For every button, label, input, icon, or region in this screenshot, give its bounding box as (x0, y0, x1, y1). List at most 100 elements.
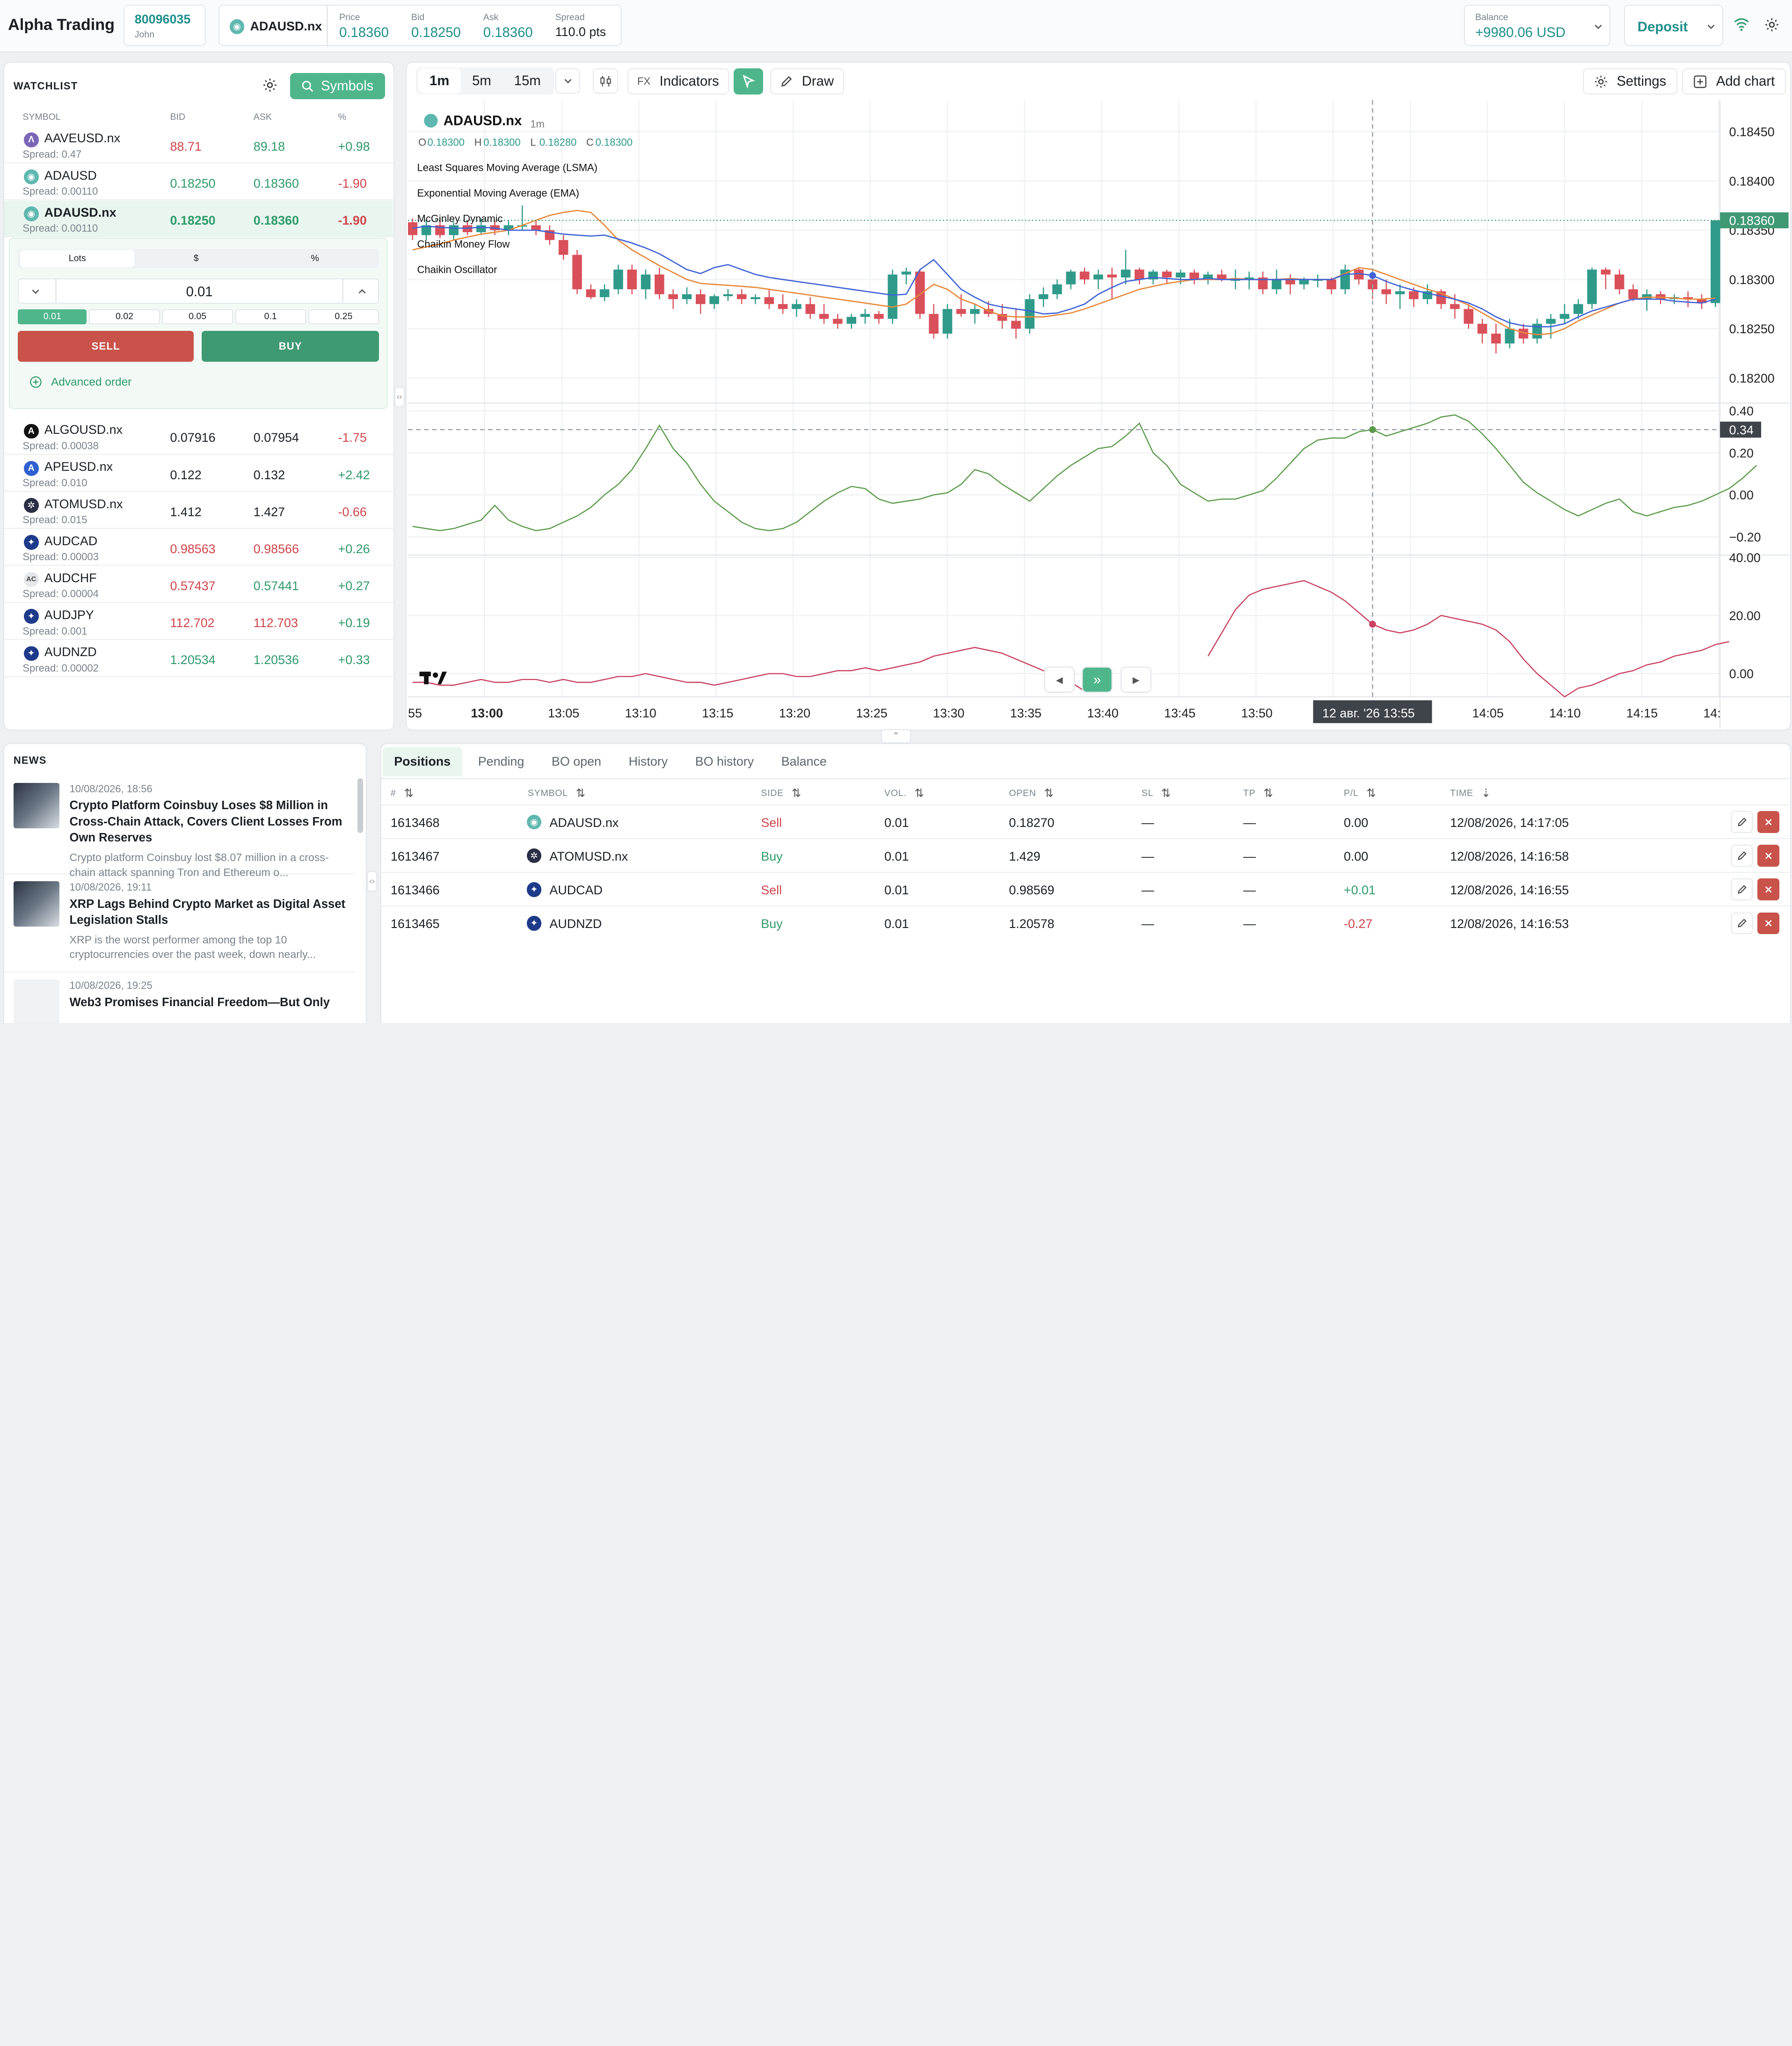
balance-selector[interactable]: Balance +9980.06 USD (1464, 4, 1610, 46)
header-symbol[interactable]: ADAUSD.nx (250, 19, 322, 34)
close-position-button[interactable] (1757, 811, 1779, 833)
chevron-up-icon[interactable] (357, 286, 367, 297)
column-header[interactable]: SIDE ⇅ (761, 786, 801, 800)
advanced-order-link[interactable]: Advanced order (29, 376, 131, 389)
resize-handle-horizontal[interactable]: ⌃ (881, 729, 911, 743)
close-position-button[interactable] (1757, 912, 1779, 934)
watchlist-row[interactable]: ✦ AUDNZD Spread: 0.00002 1.20534 1.20536 +0.3… (4, 640, 393, 677)
news-headline: Crypto Platform Coinsbuy Loses $8 Millio… (69, 799, 342, 844)
position-row[interactable]: 1613467 ✲ ATOMUSD.nx Buy 0.01 1.429 — — 0.00 12/0… (381, 838, 1790, 871)
quantity-preset[interactable]: 0.05 (162, 309, 233, 324)
indicator-label[interactable]: Exponential Moving Average (EMA) (417, 187, 579, 199)
column-header[interactable]: OPEN ⇅ (1009, 786, 1054, 800)
watchlist-row[interactable]: ✦ AUDCAD Spread: 0.00003 0.98563 0.98566 +0.2… (4, 529, 393, 566)
scroll-right-button[interactable]: ▸ (1120, 666, 1151, 693)
scroll-left-button[interactable]: ◂ (1043, 666, 1075, 693)
news-item[interactable]: 10/08/2026, 18:56 Crypto Platform Coinsbu… (4, 776, 354, 878)
position-row[interactable]: 1613465 ✦ AUDNZD Buy 0.01 1.20578 — — -0.27 12/08… (381, 906, 1790, 939)
candle (819, 304, 829, 324)
gear-icon[interactable] (262, 78, 277, 93)
mode-lots[interactable]: Lots (20, 250, 135, 267)
mode-usd[interactable]: $ (193, 253, 199, 263)
edit-position-button[interactable] (1731, 912, 1753, 934)
watchlist-change: -1.90 (338, 176, 367, 190)
candle (1669, 294, 1679, 305)
indicators-button[interactable]: FX Indicators (627, 68, 729, 95)
news-title: NEWS (13, 754, 47, 766)
tab-positions[interactable]: Positions (382, 746, 462, 777)
news-item[interactable]: 10/08/2026, 19:11 XRP Lags Behind Crypto … (4, 874, 354, 973)
chevron-down-icon[interactable] (30, 286, 41, 297)
watchlist-row[interactable]: ◉ ADAUSD Spread: 0.00110 0.18250 0.18360 -1.9… (4, 164, 393, 200)
edit-position-button[interactable] (1731, 845, 1753, 867)
watchlist-row[interactable]: A ALGOUSD.nx Spread: 0.00038 0.07916 0.07954… (4, 418, 393, 455)
column-header[interactable]: SL ⇅ (1142, 786, 1172, 800)
timeframe-5m[interactable]: 5m (472, 73, 491, 88)
edit-position-button[interactable] (1731, 811, 1753, 833)
timeframe-dropdown[interactable] (555, 68, 581, 94)
watchlist-row[interactable]: A APEUSD.nx Spread: 0.010 0.122 0.132 +2.42 (4, 455, 393, 492)
indicator-label[interactable]: Chaikin Money Flow (417, 238, 510, 250)
watchlist-row[interactable]: AC AUDCHF Spread: 0.00004 0.57437 0.57441 +0.… (4, 566, 393, 603)
deposit-button[interactable]: Deposit (1624, 4, 1724, 46)
quantity-preset[interactable]: 0.01 (18, 309, 87, 324)
column-header[interactable]: SYMBOL ⇅ (528, 786, 586, 800)
tab-balance[interactable]: Balance (781, 754, 827, 769)
quantity-input[interactable]: 0.01 (186, 284, 213, 300)
close-position-button[interactable] (1757, 845, 1779, 867)
draw-button[interactable]: Draw (770, 68, 844, 95)
close-position-button[interactable] (1757, 878, 1779, 900)
price-chart[interactable]: 0.184500.184000.183500.183000.182500.182… (408, 100, 1790, 729)
watchlist-row[interactable]: Λ AAVEUSD.nx Spread: 0.47 88.71 89.18 +0.98 (4, 127, 393, 163)
quantity-preset[interactable]: 0.25 (308, 309, 379, 324)
chart-type-button[interactable] (593, 68, 618, 94)
candle (1107, 268, 1117, 300)
scrollbar[interactable] (357, 778, 364, 833)
news-item[interactable]: 10/08/2026, 19:25 Web3 Promises Financial… (4, 972, 354, 1023)
column-header[interactable]: VOL. ⇅ (884, 786, 925, 800)
account-selector[interactable]: 80096035 John (123, 4, 206, 46)
gear-icon[interactable] (1764, 17, 1779, 32)
column-header[interactable]: TIME ⇣ (1450, 786, 1491, 800)
column-header[interactable]: TP ⇅ (1243, 786, 1274, 800)
candle (723, 289, 733, 301)
tab-pending[interactable]: Pending (478, 754, 524, 769)
position-time: 12/08/2026, 14:17:05 (1450, 816, 1569, 830)
column-header[interactable]: P/L ⇅ (1344, 786, 1377, 800)
watchlist-row[interactable]: ◉ ADAUSD.nx Spread: 0.00110 0.18250 0.18360 -… (4, 200, 393, 238)
cursor-tool-button[interactable] (733, 68, 764, 95)
indicator-label[interactable]: Least Squares Moving Average (LSMA) (417, 162, 597, 174)
quantity-preset[interactable]: 0.1 (235, 309, 306, 324)
watchlist-row[interactable]: ✲ ATOMUSD.nx Spread: 0.015 1.412 1.427 -0.66 (4, 492, 393, 529)
buy-button[interactable]: BUY (202, 331, 379, 362)
position-row[interactable]: 1613468 ◉ ADAUSD.nx Sell 0.01 0.18270 — — 0.00 12… (381, 804, 1790, 838)
timeframe-15m[interactable]: 15m (514, 73, 541, 88)
candle (448, 222, 459, 241)
resize-handle[interactable]: ‹› (394, 386, 405, 407)
osc-tick: 0.00 (1729, 667, 1753, 681)
watchlist-symbol: ADAUSD.nx (44, 205, 117, 219)
resize-handle[interactable]: ‹› (367, 871, 378, 892)
time-tick: 14:15 (1626, 706, 1657, 720)
watchlist-row[interactable]: ✦ AUDJPY Spread: 0.001 112.702 112.703 +0.19 (4, 603, 393, 640)
column-header[interactable]: # ⇅ (391, 786, 414, 800)
tab-bo-history[interactable]: BO history (695, 754, 754, 769)
quantity-preset[interactable]: 0.02 (89, 309, 160, 324)
cardano-coin-icon (423, 114, 438, 128)
tab-bo-open[interactable]: BO open (551, 754, 601, 769)
chevron-right-icon: ▸ (1132, 672, 1139, 688)
tab-history[interactable]: History (628, 754, 668, 769)
symbols-button[interactable]: Symbols (290, 73, 385, 100)
timeframe-1m[interactable]: 1m (418, 68, 461, 94)
chart-settings-button[interactable]: Settings (1582, 68, 1678, 95)
news-date: 10/08/2026, 19:11 (69, 881, 152, 893)
scroll-to-latest-button[interactable]: » (1081, 666, 1113, 693)
indicator-label[interactable]: Chaikin Oscillator (417, 264, 497, 276)
position-row[interactable]: 1613466 ✦ AUDCAD Sell 0.01 0.98569 — — +0.01 12/0… (381, 872, 1790, 905)
edit-position-button[interactable] (1731, 878, 1753, 900)
mode-percent[interactable]: % (311, 253, 319, 263)
indicator-label[interactable]: McGinley Dynamic (417, 213, 503, 225)
watchlist-change: +0.27 (338, 578, 370, 593)
sell-button[interactable]: SELL (18, 331, 194, 362)
add-chart-button[interactable]: Add chart (1682, 68, 1786, 95)
